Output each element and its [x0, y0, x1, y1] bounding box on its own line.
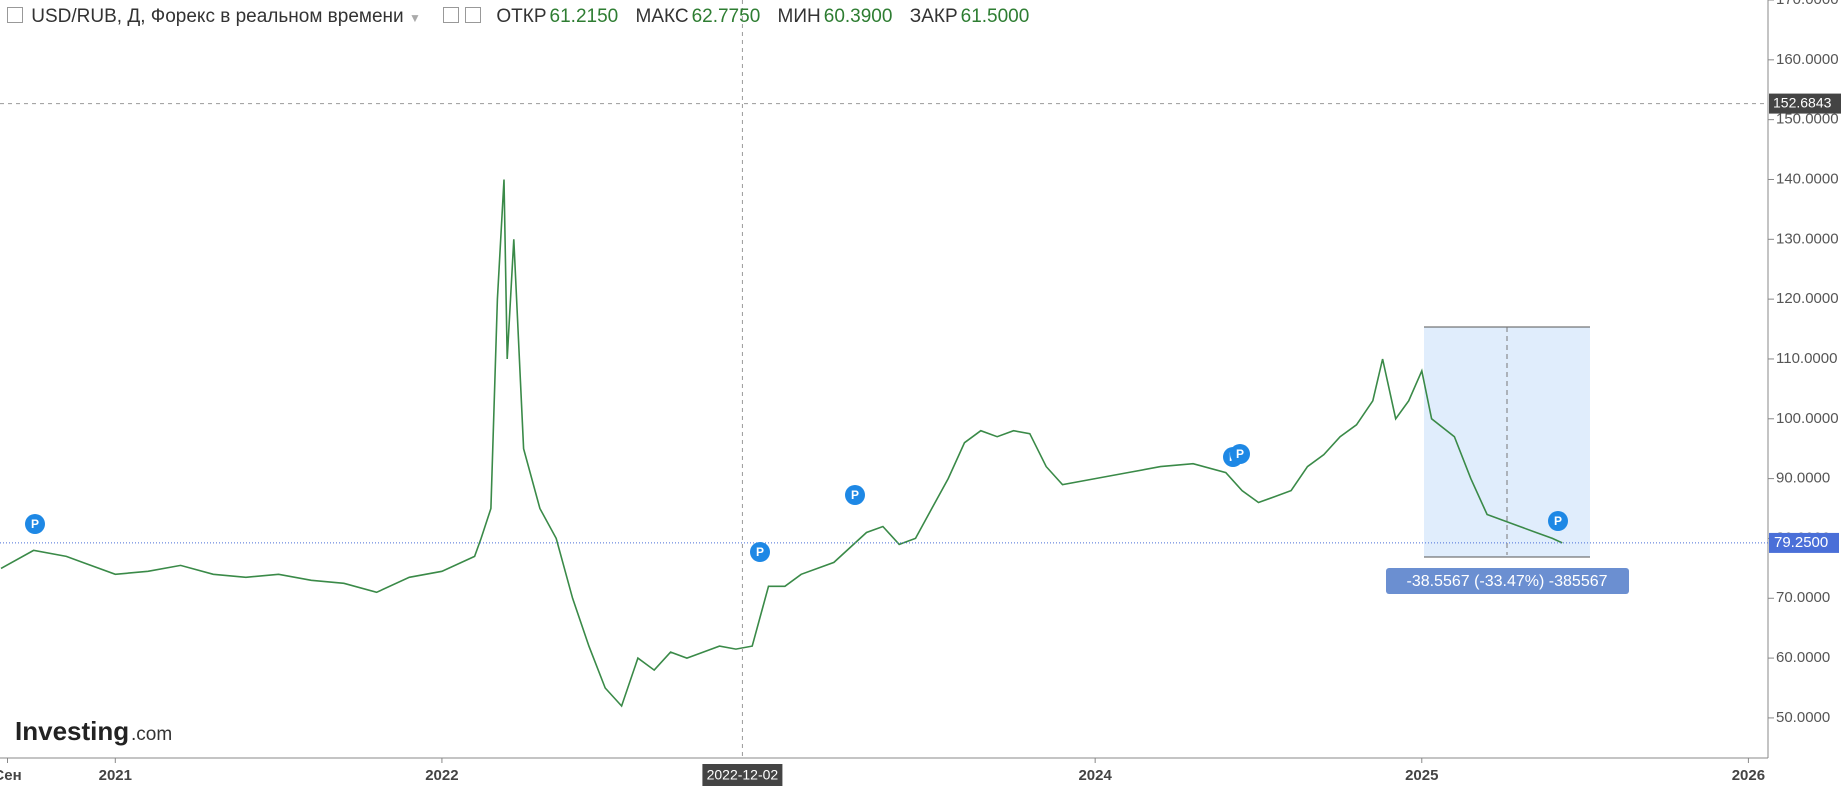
measurement-label-box [1386, 568, 1629, 594]
ohlc-label: ОТКР [496, 6, 547, 27]
header: USD/RUB, Д, Форекс в реальном времени ▼ … [4, 6, 1041, 28]
event-marker [750, 542, 770, 562]
ohlc-value: 61.5000 [960, 6, 1030, 27]
y-tick-label: 90.0000 [1776, 470, 1830, 487]
x-tick-label: 2026 [1732, 767, 1765, 784]
logo-suffix: .com [131, 724, 172, 745]
y-tick-label: 70.0000 [1776, 589, 1830, 606]
ohlc-label: МАКС [635, 6, 689, 27]
settings-icon[interactable] [465, 7, 482, 23]
ohlc-value: 61.2150 [549, 6, 619, 27]
crosshair-x-box [702, 764, 783, 786]
event-marker-label: P [851, 488, 859, 502]
ohlc-value: 62.7750 [691, 6, 761, 27]
x-tick-label: Сен [0, 767, 22, 784]
x-tick-label: 2024 [1078, 767, 1112, 784]
ohlc-label: МИН [777, 6, 821, 27]
crosshair-y-label: 152.6843 [1773, 94, 1832, 110]
y-tick-label: 140.0000 [1776, 170, 1839, 187]
y-tick-label: 160.0000 [1776, 51, 1839, 68]
y-tick-label: 50.0000 [1776, 709, 1830, 726]
event-marker-label: P [1236, 447, 1244, 461]
ohlc-value: 60.3900 [823, 6, 893, 27]
event-marker-label: P [31, 517, 39, 531]
x-tick-label: 2025 [1405, 767, 1438, 784]
event-marker [1230, 444, 1250, 464]
event-marker-label: P [756, 545, 764, 559]
x-tick-label: 2022 [425, 767, 458, 784]
last-price-label: 79.2500 [1774, 534, 1828, 551]
y-tick-label: 100.0000 [1776, 410, 1839, 427]
crosshair-y-box [1769, 93, 1841, 114]
y-tick-label: 150.0000 [1776, 111, 1839, 128]
price-line [0, 179, 1563, 708]
y-tick-label: 120.0000 [1776, 290, 1839, 307]
eye-icon[interactable] [443, 7, 460, 23]
event-marker-label: P [1554, 514, 1562, 528]
y-tick-label: 170.0000 [1776, 0, 1839, 8]
collapse-icon[interactable] [7, 7, 23, 23]
ohlc-label: ЗАКР [909, 6, 958, 27]
event-marker [1548, 511, 1568, 531]
y-tick-label: 60.0000 [1776, 649, 1830, 666]
event-marker [25, 514, 45, 534]
measurement-label: -38.5567 (-33.47%) -385567 [1406, 573, 1607, 590]
y-tick-label: 110.0000 [1776, 350, 1837, 367]
event-marker [845, 485, 865, 505]
symbol-title: USD/RUB, Д, Форекс в реальном времени [31, 6, 404, 27]
x-tick-label: 2021 [99, 767, 132, 784]
logo-name: Investing [15, 716, 129, 746]
last-price-box [1769, 532, 1839, 553]
logo: Investing .com [15, 716, 172, 746]
crosshair-x-label: 2022-12-02 [707, 767, 779, 783]
y-tick-label: 130.0000 [1776, 230, 1839, 247]
